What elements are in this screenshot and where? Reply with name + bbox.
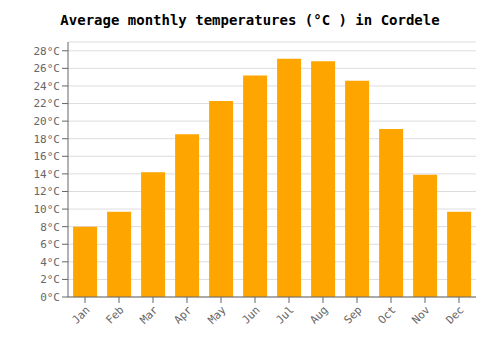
svg-text:28°C: 28°C — [34, 45, 61, 58]
svg-text:4°C: 4°C — [40, 256, 60, 269]
svg-text:Jan: Jan — [69, 303, 92, 326]
svg-text:10°C: 10°C — [34, 203, 61, 216]
svg-text:Aug: Aug — [307, 303, 330, 326]
svg-text:8°C: 8°C — [40, 221, 60, 234]
svg-text:Feb: Feb — [103, 303, 126, 326]
svg-text:18°C: 18°C — [34, 133, 61, 146]
svg-text:2°C: 2°C — [40, 273, 60, 286]
svg-text:20°C: 20°C — [34, 115, 61, 128]
svg-text:Nov: Nov — [409, 303, 433, 327]
svg-text:22°C: 22°C — [34, 97, 61, 110]
svg-text:Sep: Sep — [341, 303, 364, 326]
svg-text:16°C: 16°C — [34, 150, 61, 163]
svg-text:0°C: 0°C — [40, 291, 60, 304]
svg-text:14°C: 14°C — [34, 168, 61, 181]
svg-text:12°C: 12°C — [34, 185, 61, 198]
svg-text:Jun: Jun — [239, 303, 262, 326]
html-text:Average monthly temperatures (: Average monthly temperatures (°C ) in Co… — [60, 12, 440, 28]
svg-text:Dec: Dec — [443, 303, 466, 326]
svg-text:May: May — [205, 303, 229, 327]
svg-text:Mar: Mar — [137, 303, 161, 327]
svg-text:24°C: 24°C — [34, 80, 61, 93]
svg-text:Oct: Oct — [375, 303, 398, 326]
svg-text:Apr: Apr — [171, 303, 195, 327]
svg-text:26°C: 26°C — [34, 62, 61, 75]
svg-text:Jul: Jul — [273, 303, 296, 326]
svg-text:6°C: 6°C — [40, 238, 60, 251]
